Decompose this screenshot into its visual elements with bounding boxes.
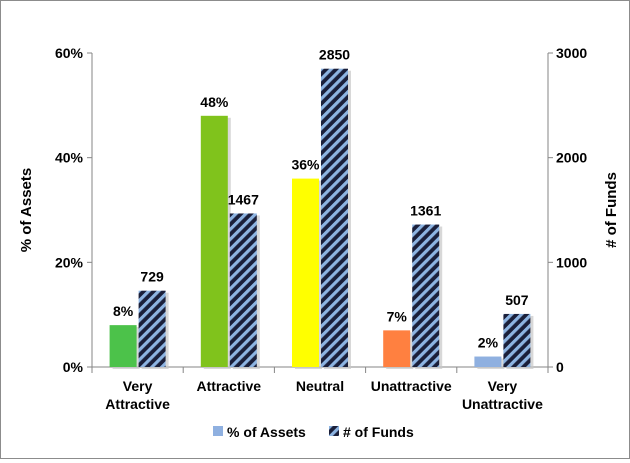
- assets-bar: [474, 356, 502, 367]
- assets-data-label: 2%: [478, 335, 499, 351]
- funds-bar: [229, 213, 257, 367]
- right-axis-tick-label: 3000: [556, 45, 587, 61]
- funds-bar: [503, 313, 531, 367]
- funds-data-label: 2850: [319, 47, 350, 63]
- category-label: Very: [123, 378, 153, 394]
- assets-data-label: 8%: [113, 303, 134, 319]
- legend: % of Assets # of Funds: [213, 424, 414, 440]
- category-label: Attractive: [105, 396, 170, 412]
- legend-funds-swatch: [329, 426, 339, 436]
- right-axis-tick-label: 1000: [556, 254, 587, 270]
- assets-bar: [383, 330, 411, 367]
- funds-bar: [138, 290, 166, 367]
- category-label: Very: [488, 378, 518, 394]
- axes: 0% 20% 40% 60% 0 1000 2000 3000 % of Assets # of …: [18, 45, 620, 375]
- funds-bar: [321, 68, 348, 367]
- funds-data-label: 729: [140, 269, 164, 285]
- assets-data-label: 48%: [200, 94, 229, 110]
- funds-data-label: 1361: [410, 203, 441, 219]
- assets-data-label: 7%: [387, 308, 408, 324]
- labels: 8% 729 Very Attractive 48% 1467 Attractive 36% 2…: [105, 47, 543, 412]
- funds-data-label: 1467: [228, 191, 259, 207]
- legend-assets-label: % of Assets: [227, 424, 306, 440]
- funds-bar: [412, 224, 440, 367]
- category-label: Unattractive: [371, 378, 452, 394]
- category-label: Unattractive: [462, 396, 543, 412]
- left-axis-tick-label: 0%: [63, 359, 84, 375]
- legend-funds-label: # of Funds: [343, 424, 414, 440]
- left-axis-tick-label: 40%: [55, 150, 84, 166]
- assets-bar: [200, 115, 228, 367]
- funds-data-label: 507: [505, 292, 529, 308]
- category-label: Neutral: [296, 378, 344, 394]
- bars: [109, 68, 534, 369]
- assets-bar: [109, 325, 137, 367]
- left-axis-tick-label: 60%: [55, 45, 84, 61]
- category-label: Attractive: [197, 378, 262, 394]
- assets-data-label: 36%: [291, 157, 320, 173]
- right-axis-title: # of Funds: [603, 172, 620, 248]
- right-axis-tick-label: 2000: [556, 150, 587, 166]
- left-axis-title: % of Assets: [18, 168, 35, 252]
- assets-bar: [292, 178, 319, 367]
- legend-assets-swatch: [213, 426, 223, 436]
- right-axis-tick-label: 0: [556, 359, 564, 375]
- left-axis-tick-label: 20%: [55, 254, 84, 270]
